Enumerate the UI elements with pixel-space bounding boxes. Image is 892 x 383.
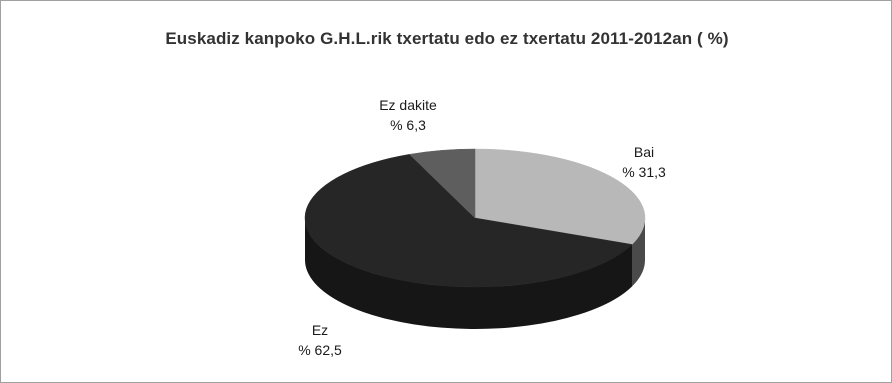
slice-value-bai: % 31,3 <box>622 164 666 180</box>
data-label-bai: Bai % 31,3 <box>604 142 684 182</box>
pie-side-ez <box>305 218 632 330</box>
pie-slice-ez-dakite <box>408 148 476 219</box>
slice-label-bai: Bai <box>633 144 655 160</box>
slice-value-ez: % 62,5 <box>298 342 342 358</box>
chart-title: Euskadiz kanpoko G.H.L.rik txertatu edo … <box>165 29 729 48</box>
slice-value-ez-dakite: % 6,3 <box>390 117 426 133</box>
pie-side-bai <box>631 218 645 287</box>
data-label-ez: Ez % 62,5 <box>280 320 360 360</box>
pie-slice-bai <box>474 148 646 245</box>
pie-tops <box>304 148 646 288</box>
pie-slice-ez <box>304 154 633 288</box>
slice-label-ez: Ez <box>311 322 329 338</box>
data-label-ez-dakite: Ez dakite % 6,3 <box>358 95 458 135</box>
slice-label-ez-dakite: Ez dakite <box>379 97 437 113</box>
